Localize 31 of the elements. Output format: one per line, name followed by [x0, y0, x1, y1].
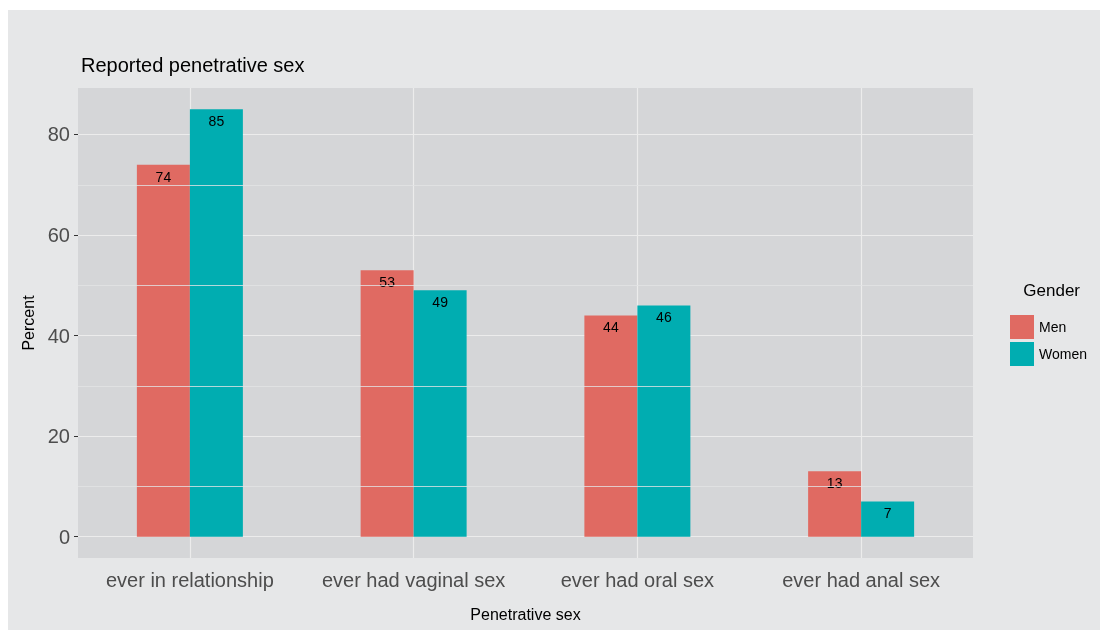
- data-label: 7: [883, 505, 892, 522]
- bar: [360, 270, 414, 537]
- x-axis-title: Penetrative sex: [470, 605, 581, 623]
- y-tick-label: 60: [47, 224, 70, 247]
- bar: [413, 290, 467, 537]
- x-tick-label: ever had vaginal sex: [321, 569, 506, 591]
- data-label: 49: [432, 294, 449, 311]
- bar: [861, 501, 915, 537]
- legend-label: Women: [1039, 346, 1087, 362]
- data-label: 13: [826, 475, 843, 492]
- y-tick-label: 0: [58, 525, 70, 548]
- chart-title: Reported penetrative sex: [81, 54, 305, 76]
- bar: [584, 315, 638, 537]
- data-label: 46: [656, 309, 672, 326]
- data-label: 44: [603, 319, 619, 336]
- legend-title: Gender: [1023, 281, 1081, 300]
- y-tick-label: 80: [47, 123, 70, 146]
- bar: [136, 164, 190, 537]
- x-tick-label: ever in relationship: [105, 569, 274, 591]
- y-tick-label: 40: [47, 324, 70, 347]
- data-label: 53: [379, 274, 396, 291]
- bar: [808, 471, 862, 537]
- x-tick-label: ever had oral sex: [560, 569, 715, 591]
- data-label: 74: [155, 168, 172, 185]
- x-tick-label: ever had anal sex: [782, 569, 941, 591]
- bar: [189, 109, 243, 537]
- data-label: 85: [208, 113, 225, 130]
- bar: [637, 305, 691, 537]
- y-tick-label: 20: [47, 425, 70, 448]
- y-axis-title: Percent: [19, 294, 37, 351]
- legend-label: Men: [1039, 319, 1067, 335]
